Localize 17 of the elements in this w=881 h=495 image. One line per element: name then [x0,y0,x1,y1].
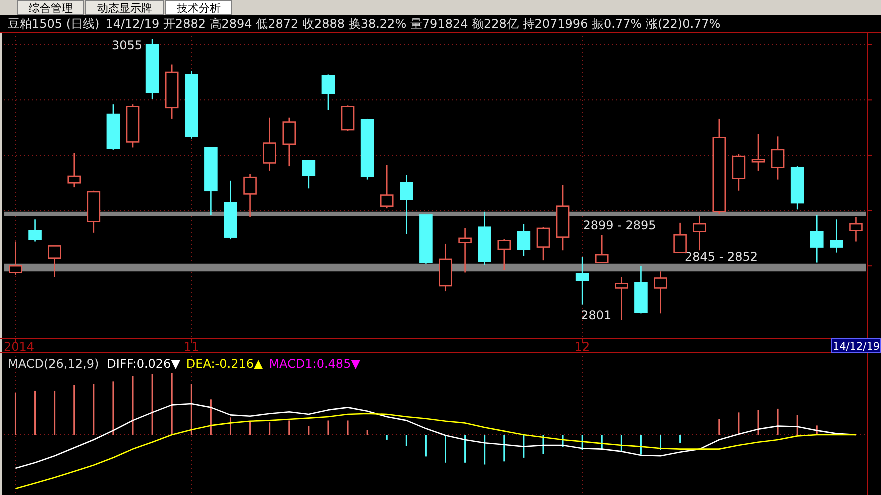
text: 14/12/19 [832,341,880,353]
annotation: 3055 [112,38,143,52]
text: 技术分析 [176,2,221,15]
annotation: 2801 [581,308,612,322]
chart-subtitle: 14/12/19 开2882 高2894 低2872 收2888 换38.22% 量791824 额228亿 持2071996 振0.77% 涨(22)0.77% [106,17,721,31]
x-tick-label: 2014 [4,340,35,354]
text: DEA:-0.216▲ [186,357,264,371]
text: 动态显示牌 [98,2,152,15]
chart-title: MACD(26,12,9) [8,357,100,371]
band-label: 2845 - 2852 [684,250,758,264]
band-label: 2899 - 2895 [583,218,656,232]
x-tick-label: 12 [574,340,590,354]
text: DIFF:0.026▼ [107,357,182,371]
chart-title: 豆粕1505 (日线) [8,17,100,31]
text: MACD1:0.485▼ [269,357,362,371]
x-tick-label: 11 [184,340,200,354]
text: 综合管理 [29,2,73,15]
